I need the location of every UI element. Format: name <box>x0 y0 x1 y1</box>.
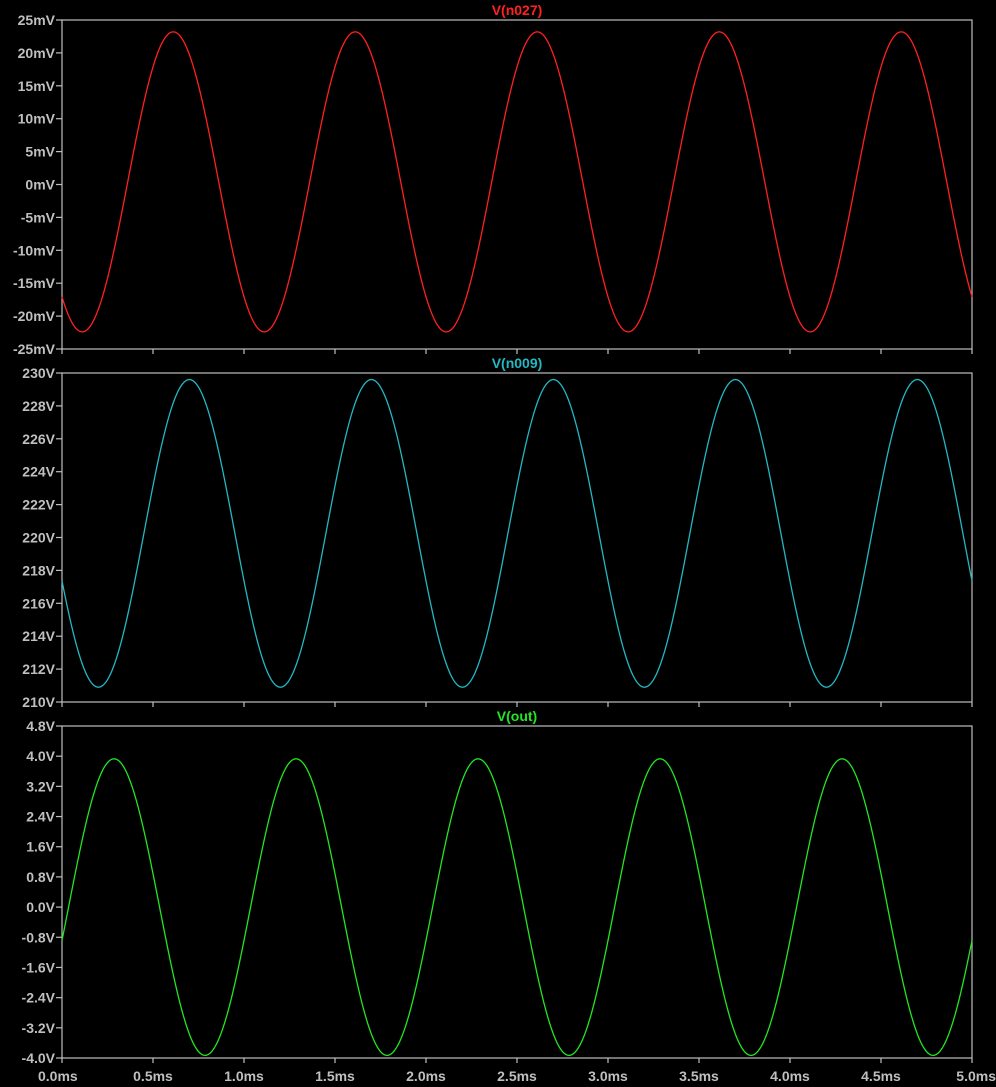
y-tick-label: 3.2V <box>26 778 55 794</box>
pane-title[interactable]: V(n009) <box>492 355 543 371</box>
plot-frame <box>61 19 973 350</box>
y-tick-label: 2.4V <box>26 809 55 825</box>
y-tick-label: -3.2V <box>22 1020 56 1036</box>
y-tick-label: 230V <box>22 365 55 381</box>
y-tick-label: -0.8V <box>22 929 56 945</box>
y-tick-label: 5mV <box>25 144 55 160</box>
y-tick-label: 10mV <box>18 111 56 127</box>
y-tick-label: -4.0V <box>22 1050 56 1066</box>
x-tick-label: 0.0ms <box>38 1068 78 1084</box>
y-tick-label: 20mV <box>18 45 56 61</box>
pane-bottom: V(out) 4.8V 4.0V 3.2V 2.4V 1.6V 0.8V 0.0V -0.8V… <box>22 708 996 1084</box>
y-tick-label: 0.0V <box>26 899 55 915</box>
pane-top: V(n027) 25mV 20mV 15mV 10mV 5mV 0mV -5mV -10mV -… <box>13 2 973 357</box>
pane-title[interactable]: V(n027) <box>492 2 543 18</box>
y-tick-label: 0mV <box>25 177 55 193</box>
y-tick-label: 212V <box>22 661 55 677</box>
x-tick-label: 4.5ms <box>861 1068 901 1084</box>
y-tick-label: 218V <box>22 562 55 578</box>
y-tick-label: 15mV <box>18 78 56 94</box>
pane-title[interactable]: V(out) <box>497 708 537 724</box>
y-tick-label: 0.8V <box>26 869 55 885</box>
y-tick-label: 4.8V <box>26 718 55 734</box>
y-tick-label: 25mV <box>18 12 56 28</box>
y-tick-label: 224V <box>22 464 55 480</box>
y-tick-label: 214V <box>22 628 55 644</box>
y-tick-label: 1.6V <box>26 839 55 855</box>
y-tick-label: 226V <box>22 431 55 447</box>
y-tick-label: 228V <box>22 398 55 414</box>
y-tick-label: -5mV <box>21 209 56 225</box>
x-tick-label: 2.5ms <box>497 1068 537 1084</box>
x-tick-label: 1.5ms <box>315 1068 355 1084</box>
x-tick-label: 5.0ms <box>956 1068 996 1084</box>
y-tick-label: -20mV <box>13 308 56 324</box>
x-tick-label: 4.0ms <box>770 1068 810 1084</box>
y-tick-label: 4.0V <box>26 748 55 764</box>
trace-line[interactable] <box>61 31 973 333</box>
y-tick-label: -15mV <box>13 275 56 291</box>
plot-frame <box>61 725 973 1059</box>
plot-frame <box>61 372 973 703</box>
trace-line[interactable] <box>61 378 973 688</box>
x-tick-label: 2.0ms <box>406 1068 446 1084</box>
y-tick-label: -2.4V <box>22 990 56 1006</box>
trace-line[interactable] <box>61 758 973 1057</box>
y-tick-label: 220V <box>22 530 55 546</box>
y-tick-label: -25mV <box>13 341 56 357</box>
x-tick-label: 3.0ms <box>588 1068 628 1084</box>
y-tick-label: 210V <box>22 694 55 710</box>
pane-middle: V(n009) 230V 228V 226V 224V 222V 220V 218V 216V… <box>22 355 973 710</box>
x-tick-label: 3.5ms <box>679 1068 719 1084</box>
x-tick-label: 1.0ms <box>224 1068 264 1084</box>
x-tick-label: 0.5ms <box>133 1068 173 1084</box>
y-tick-label: -10mV <box>13 242 56 258</box>
y-tick-label: 222V <box>22 497 55 513</box>
y-tick-label: -1.6V <box>22 959 56 975</box>
y-tick-label: 216V <box>22 595 55 611</box>
